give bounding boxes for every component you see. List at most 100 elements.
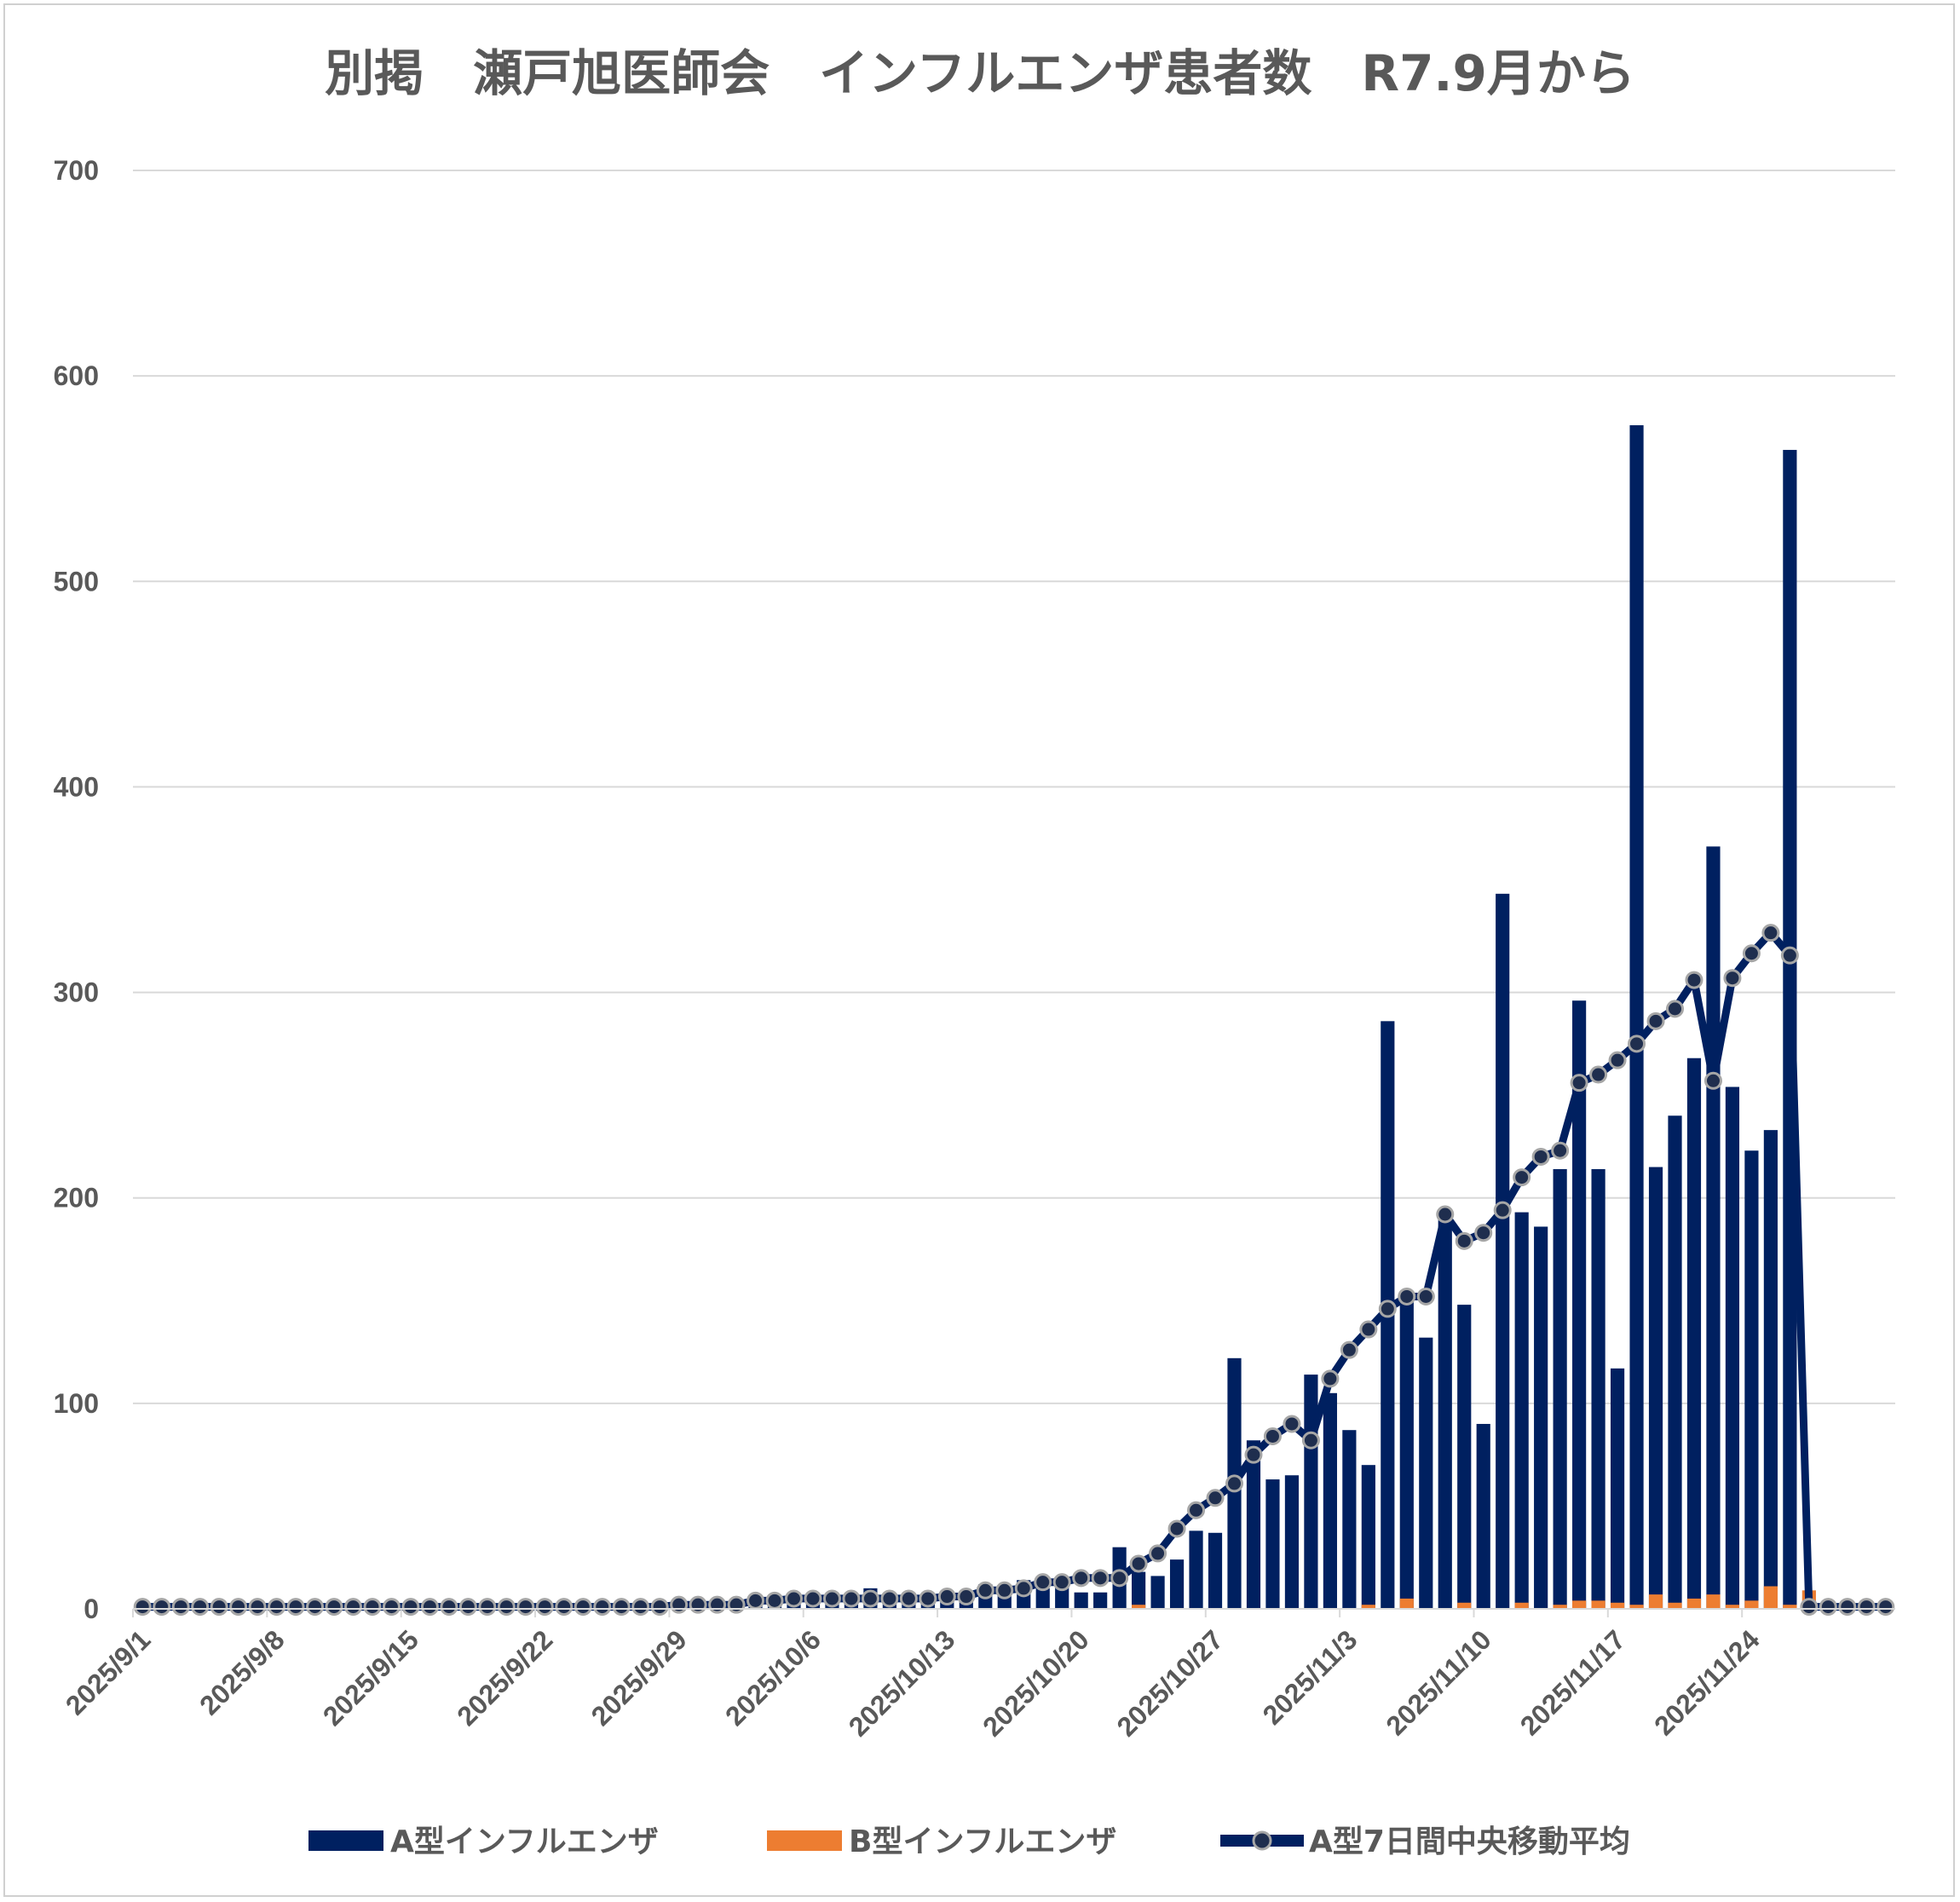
avg-point bbox=[325, 1598, 343, 1617]
bar-a bbox=[1208, 1532, 1223, 1609]
bar-a bbox=[1668, 1115, 1682, 1609]
bar-a bbox=[1591, 1168, 1605, 1609]
x-tick-label: 2025/11/17 bbox=[1514, 1624, 1631, 1741]
avg-point bbox=[153, 1598, 171, 1617]
bar-b bbox=[1457, 1602, 1472, 1609]
avg-point bbox=[248, 1598, 267, 1617]
bar-a bbox=[1361, 1465, 1375, 1609]
legend-label-b: B型インフルエンザ bbox=[849, 1824, 1116, 1859]
bar-a bbox=[1150, 1576, 1165, 1609]
avg-point bbox=[574, 1598, 592, 1617]
bar-b bbox=[1744, 1600, 1759, 1609]
avg-point bbox=[1570, 1074, 1588, 1092]
bar-b bbox=[1668, 1602, 1682, 1609]
bar-a bbox=[1265, 1479, 1280, 1609]
avg-point bbox=[1742, 944, 1761, 963]
avg-point bbox=[1091, 1569, 1110, 1588]
avg-point bbox=[670, 1595, 689, 1614]
bar-a bbox=[1725, 1086, 1740, 1609]
bar-a bbox=[1610, 1368, 1625, 1609]
legend-swatch-b bbox=[767, 1830, 842, 1851]
avg-point bbox=[747, 1591, 765, 1610]
avg-point bbox=[1780, 946, 1799, 965]
bar-a bbox=[1572, 1000, 1587, 1609]
avg-point bbox=[1608, 1051, 1627, 1069]
avg-point bbox=[1052, 1573, 1071, 1592]
avg-point bbox=[937, 1588, 956, 1606]
y-tick-label: 0 bbox=[84, 1594, 99, 1624]
bar-a bbox=[1496, 893, 1510, 1609]
bar-b bbox=[1572, 1600, 1587, 1609]
avg-point bbox=[210, 1598, 228, 1617]
bar-a bbox=[1304, 1375, 1318, 1609]
avg-point bbox=[1359, 1320, 1378, 1339]
avg-point bbox=[1531, 1147, 1550, 1166]
bar-a bbox=[1534, 1226, 1548, 1609]
avg-point bbox=[1321, 1369, 1340, 1388]
bar-b bbox=[1132, 1605, 1146, 1609]
avg-point bbox=[516, 1598, 535, 1617]
avg-point bbox=[1800, 1598, 1819, 1617]
avg-point bbox=[191, 1598, 210, 1617]
avg-point bbox=[976, 1581, 994, 1599]
bar-a bbox=[1744, 1150, 1759, 1609]
avg-point bbox=[1167, 1519, 1186, 1538]
avg-point bbox=[1493, 1201, 1512, 1219]
avg-point bbox=[306, 1598, 325, 1617]
avg-point bbox=[880, 1589, 899, 1608]
legend-swatch-a bbox=[308, 1830, 383, 1851]
avg-point bbox=[440, 1598, 458, 1617]
avg-point bbox=[458, 1598, 477, 1617]
x-tick-label: 2025/9/1 bbox=[60, 1624, 157, 1721]
legend: A型インフルエンザ B型インフルエンザ A型7日間中央移動平均 bbox=[308, 1824, 1630, 1859]
avg-point bbox=[1513, 1168, 1531, 1187]
bar-a bbox=[1763, 1130, 1778, 1609]
bar-a bbox=[1706, 846, 1721, 1609]
avg-point bbox=[612, 1598, 631, 1617]
bar-a bbox=[1438, 1214, 1452, 1609]
bar-b bbox=[1553, 1605, 1567, 1609]
y-axis: 0 100 200 300 400 500 600 700 bbox=[54, 155, 99, 1624]
bar-b bbox=[1399, 1598, 1414, 1609]
bar-b bbox=[1361, 1605, 1375, 1609]
avg-point bbox=[804, 1589, 822, 1608]
bar-a bbox=[1686, 1058, 1702, 1609]
y-tick-label: 400 bbox=[54, 771, 99, 802]
avg-point bbox=[1129, 1554, 1148, 1573]
avg-point bbox=[1110, 1569, 1129, 1588]
bar-a bbox=[1074, 1592, 1088, 1609]
bar-a bbox=[1246, 1440, 1261, 1609]
avg-point bbox=[689, 1595, 707, 1614]
avg-point bbox=[1474, 1224, 1493, 1242]
x-tick-label: 2025/11/3 bbox=[1257, 1624, 1363, 1731]
avg-point bbox=[1819, 1598, 1837, 1617]
avg-point bbox=[1685, 971, 1703, 989]
bar-b bbox=[1783, 1605, 1797, 1609]
bar-a bbox=[1419, 1337, 1433, 1609]
y-tick-label: 100 bbox=[54, 1388, 99, 1419]
x-tick-label: 2025/10/6 bbox=[719, 1624, 827, 1732]
x-tick-label: 2025/10/20 bbox=[977, 1624, 1095, 1743]
bar-b bbox=[1591, 1600, 1605, 1609]
avg-point bbox=[1703, 1071, 1722, 1090]
avg-point bbox=[957, 1588, 976, 1606]
y-tick-label: 200 bbox=[54, 1183, 99, 1213]
bar-a bbox=[1514, 1212, 1529, 1609]
bar-a bbox=[1169, 1559, 1185, 1609]
avg-point bbox=[1761, 924, 1780, 942]
bar-a bbox=[1553, 1168, 1567, 1609]
avg-point bbox=[1149, 1544, 1167, 1563]
bar-a bbox=[1457, 1305, 1472, 1609]
bar-a bbox=[1323, 1392, 1337, 1609]
avg-point bbox=[1416, 1287, 1435, 1305]
avg-point bbox=[631, 1598, 650, 1617]
avg-point bbox=[708, 1595, 727, 1614]
avg-point bbox=[765, 1591, 784, 1610]
avg-point bbox=[535, 1598, 554, 1617]
avg-point bbox=[1263, 1426, 1282, 1445]
chart-title: 別掲 瀬戸旭医師会 インフルエンザ患者数 R7.9月から bbox=[325, 44, 1635, 102]
bar-a bbox=[1476, 1423, 1490, 1609]
avg-point bbox=[497, 1598, 516, 1617]
avg-point bbox=[650, 1598, 669, 1617]
